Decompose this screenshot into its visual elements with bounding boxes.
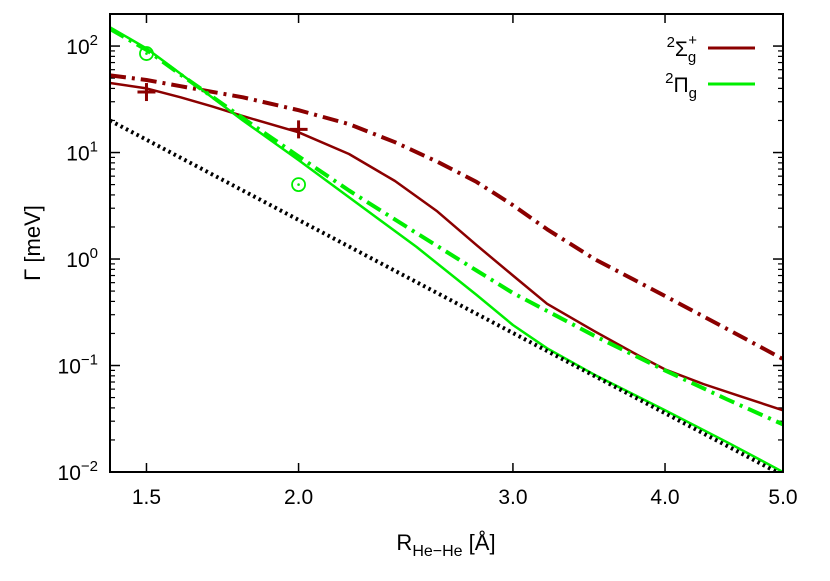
- circle-marker-dot: [297, 183, 300, 186]
- circle-marker-dot: [145, 52, 148, 55]
- x-axis-label: RHe−He [Å]: [396, 530, 495, 560]
- y-axis-label: Γ [meV]: [20, 205, 45, 281]
- legend-label: 2Σg+: [667, 32, 698, 66]
- circle-marker-ring: [291, 177, 306, 192]
- circle-marker: [291, 177, 306, 192]
- x-axis-label-unit: [Å]: [463, 530, 496, 555]
- y-tick-label: 100: [66, 245, 98, 272]
- series-line-sigma_g_dashdot: [110, 73, 783, 361]
- legend: 2Σg+ 2Πg: [665, 32, 755, 102]
- x-axis-ticks: 1.5 2.0 3.0 4.0 5.0: [132, 14, 798, 509]
- y-tick-label: 10−1: [58, 352, 98, 379]
- x-tick-label: 2.0: [284, 486, 313, 509]
- series-line-sigma_g_solid: [110, 81, 783, 412]
- x-axis-label-main: R: [396, 530, 412, 555]
- circle-marker: [139, 46, 154, 61]
- circle-marker-ring: [139, 46, 154, 61]
- series-line-reference_dotted: [110, 118, 781, 472]
- series-line-pi_g_dashdot: [110, 27, 783, 427]
- x-axis-label-sub: He−He: [412, 543, 462, 560]
- y-tick-label: 102: [66, 32, 98, 59]
- series-layer: [110, 26, 783, 472]
- y-tick-label: 10−2: [58, 458, 98, 485]
- plus-marker: [289, 120, 308, 139]
- y-axis-ticks: 10−2 10−1 100 101 102: [58, 32, 783, 485]
- x-tick-label: 5.0: [768, 486, 797, 509]
- x-tick-label: 3.0: [498, 486, 527, 509]
- x-tick-label: 4.0: [650, 486, 679, 509]
- plus-marker: [137, 83, 156, 102]
- plot-frame: [109, 13, 784, 473]
- y-tick-label: 101: [66, 139, 98, 166]
- x-tick-label: 1.5: [132, 486, 161, 509]
- marker-layer: [137, 46, 308, 192]
- legend-label: 2Πg: [665, 70, 697, 102]
